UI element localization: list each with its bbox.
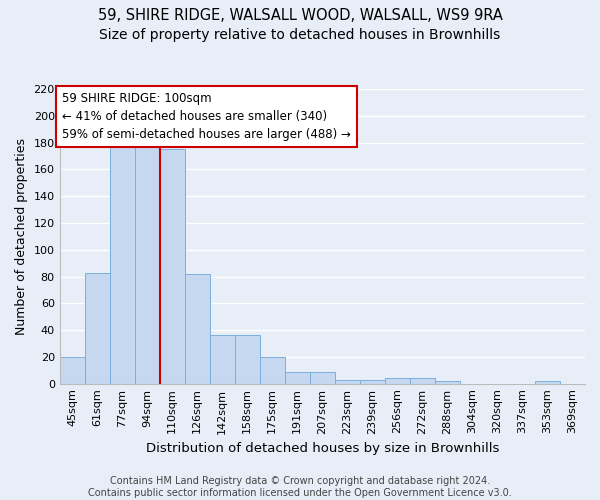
Bar [410, 378, 435, 384]
Bar [285, 372, 310, 384]
Bar [160, 150, 185, 384]
Text: 59 SHIRE RIDGE: 100sqm
← 41% of detached houses are smaller (340)
59% of semi-de: 59 SHIRE RIDGE: 100sqm ← 41% of detached… [62, 92, 351, 140]
Bar [310, 372, 335, 384]
Bar [59, 357, 85, 384]
Bar [135, 141, 160, 384]
Bar [260, 357, 285, 384]
X-axis label: Distribution of detached houses by size in Brownhills: Distribution of detached houses by size … [146, 442, 499, 455]
Bar [385, 378, 410, 384]
Bar [235, 336, 260, 384]
Bar [435, 381, 460, 384]
Bar [535, 381, 560, 384]
Y-axis label: Number of detached properties: Number of detached properties [15, 138, 28, 335]
Bar [85, 272, 110, 384]
Bar [110, 142, 135, 384]
Bar [335, 380, 360, 384]
Bar [185, 274, 210, 384]
Bar [360, 380, 385, 384]
Text: Size of property relative to detached houses in Brownhills: Size of property relative to detached ho… [100, 28, 500, 42]
Text: 59, SHIRE RIDGE, WALSALL WOOD, WALSALL, WS9 9RA: 59, SHIRE RIDGE, WALSALL WOOD, WALSALL, … [98, 8, 502, 22]
Text: Contains HM Land Registry data © Crown copyright and database right 2024.
Contai: Contains HM Land Registry data © Crown c… [88, 476, 512, 498]
Bar [210, 336, 235, 384]
